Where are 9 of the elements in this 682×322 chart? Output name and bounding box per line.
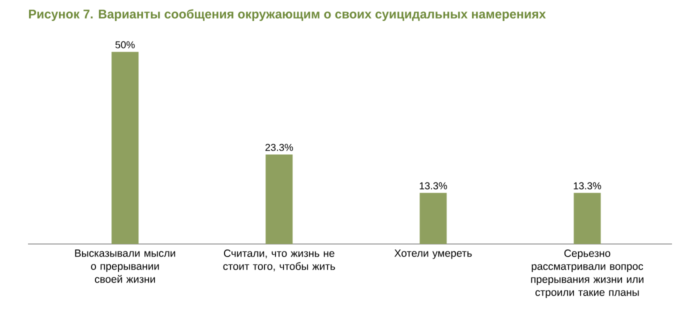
data-label: 23.3% <box>265 144 293 151</box>
chart-title: Рисунок 7. Варианты сообщения окружающим о своих суицидальных намерениях <box>29 9 546 21</box>
x-tick-label: Считали, что жизнь не стоит того, чтобы жить <box>223 250 335 272</box>
x-tick-label: Хотели умереть <box>394 250 472 259</box>
x-tick-label: Серьезно рассматривали вопрос прерывания жизни или строили такие планы <box>531 250 644 298</box>
data-label: 50% <box>115 41 135 48</box>
x-tick-label: Высказывали мысли о прерывании своей жизни <box>75 250 176 283</box>
data-label: 13.3% <box>420 182 448 190</box>
data-label: 13.3% <box>574 182 602 190</box>
